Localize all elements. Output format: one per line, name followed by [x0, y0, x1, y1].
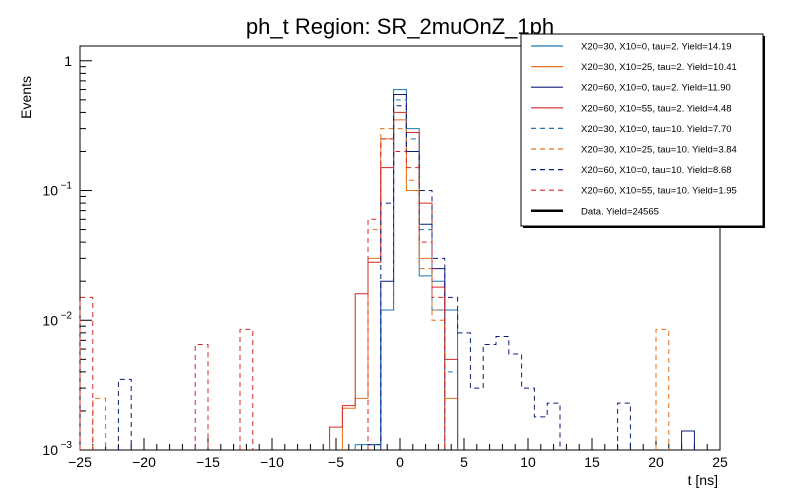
legend-entry: Data. Yield=24565: [581, 206, 659, 217]
x-tick-label: 20: [648, 454, 664, 470]
x-tick-label: 0: [396, 454, 404, 470]
legend-entry: X20=60, X10=55, tau=2. Yield=4.48: [581, 103, 732, 114]
legend-entry: X20=30, X10=25, tau=2. Yield=10.41: [581, 62, 737, 73]
histogram-series-6: [117, 105, 631, 450]
legend-entry: X20=60, X10=0, tau=2. Yield=11.90: [581, 83, 731, 94]
histogram-series-4: [367, 99, 459, 450]
x-tick-label: 5: [460, 454, 468, 470]
x-tick-label: −20: [132, 454, 156, 470]
y-tick-exponent: −3: [61, 440, 73, 451]
histogram-series-5: [92, 128, 670, 450]
y-tick-label: 1: [64, 53, 72, 69]
x-axis-label: t [ns]: [688, 472, 718, 488]
y-tick-label: 10: [42, 312, 58, 328]
legend-entry: X20=60, X10=55, tau=10. Yield=1.95: [581, 186, 737, 197]
legend-entry: X20=60, X10=0, tau=10. Yield=8.68: [581, 165, 732, 176]
legend-entry: X20=30, X10=0, tau=10. Yield=7.70: [581, 124, 732, 135]
x-tick-label: −15: [196, 454, 220, 470]
x-tick-label: −10: [260, 454, 284, 470]
x-tick-label: −5: [328, 454, 344, 470]
chart-title: ph_t Region: SR_2muOnZ_1ph: [246, 14, 554, 39]
x-tick-label: 10: [520, 454, 536, 470]
y-tick-exponent: −1: [61, 181, 73, 192]
histogram-series-7: [79, 138, 446, 450]
histogram-series-1: [341, 119, 459, 450]
y-axis-label: Events: [18, 76, 34, 119]
y-tick-exponent: −2: [61, 310, 73, 321]
y-tick-label: 10: [42, 183, 58, 199]
legend-entry: X20=30, X10=0, tau=2. Yield=14.19: [581, 42, 732, 53]
histogram-series: [79, 89, 695, 450]
legend: X20=30, X10=0, tau=2. Yield=14.19 X20=30,…: [520, 33, 765, 228]
x-tick-label: −25: [68, 454, 92, 470]
y-tick-label: 10: [42, 442, 58, 458]
x-tick-label: 15: [584, 454, 600, 470]
x-tick-label: 25: [712, 454, 728, 470]
legend-entry: X20=30, X10=25, tau=10. Yield=3.84: [581, 145, 737, 156]
